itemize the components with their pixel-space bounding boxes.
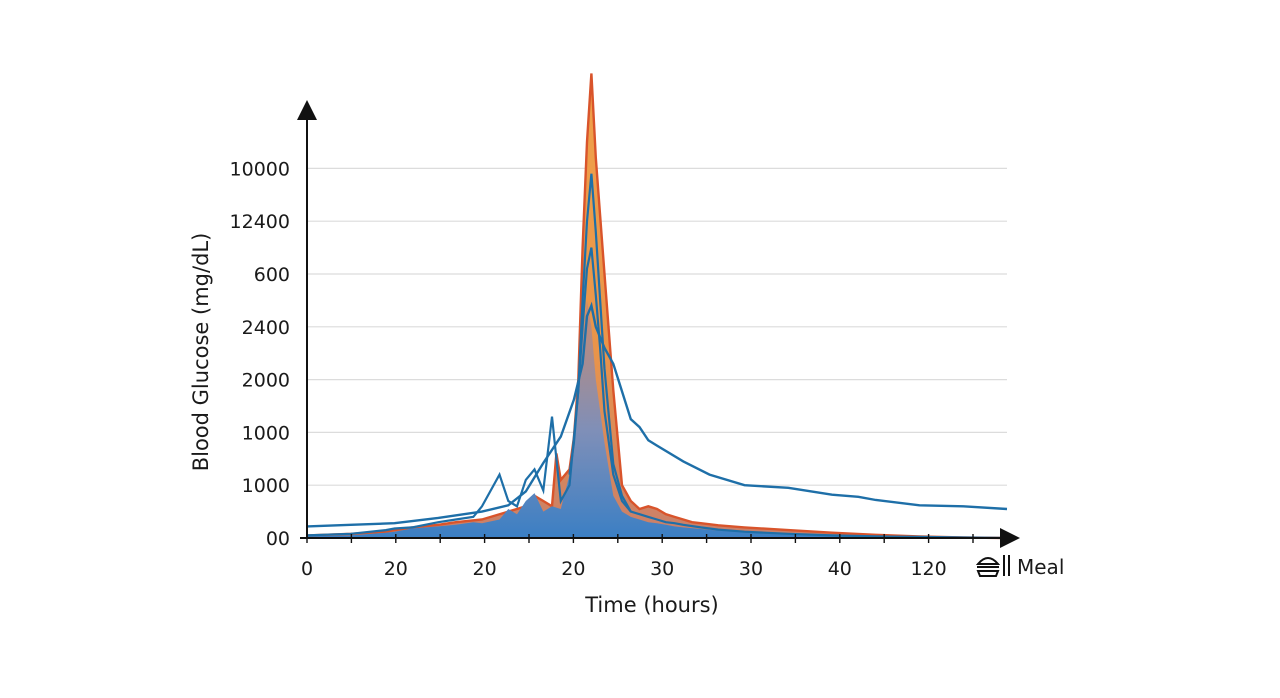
x-tick-label: 30 <box>650 558 674 580</box>
y-tick-label: 10000 <box>230 158 290 180</box>
y-tick-label: 00 <box>266 528 290 550</box>
burger-utensils-icon <box>975 555 1010 577</box>
x-tick-label: 0 <box>301 558 313 580</box>
orange-line-series <box>306 73 1008 540</box>
legend-label: Meal <box>1017 555 1064 579</box>
x-minor-ticks <box>306 534 974 543</box>
x-tick-label: 20 <box>384 558 408 580</box>
x-tick-label: 30 <box>739 558 763 580</box>
y-tick-label: 2000 <box>242 370 290 392</box>
x-axis-title: Time (hours) <box>584 593 719 617</box>
y-tick-label: 1000 <box>242 422 290 444</box>
y-tick-labels: 00 1000 1000 2000 2400 600 12400 10000 <box>230 158 290 550</box>
y-tick-label: 1000 <box>242 475 290 497</box>
x-tick-label: 40 <box>828 558 852 580</box>
x-tick-label: 20 <box>473 558 497 580</box>
blue-line-high-series <box>306 173 1008 540</box>
y-tick-label: 2400 <box>242 317 290 339</box>
y-axis-title: Blood Glucose (mg/dL) <box>189 233 213 472</box>
orange-area-series <box>307 73 1007 539</box>
blue-line-mid-series <box>568 247 632 513</box>
x-tick-label: 120 <box>910 558 946 580</box>
x-tick-labels: 0 20 20 20 30 30 40 120 <box>301 558 947 580</box>
x-tick-label: 20 <box>561 558 585 580</box>
y-tick-label: 12400 <box>230 211 290 233</box>
blue-slow-curve-series <box>306 301 1008 528</box>
y-tick-label: 600 <box>254 264 290 286</box>
grid-lines <box>307 167 1007 486</box>
legend: Meal <box>975 555 1064 579</box>
